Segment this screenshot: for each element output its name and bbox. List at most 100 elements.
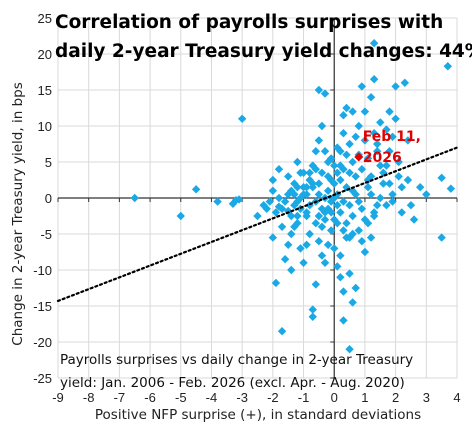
data-point bbox=[253, 211, 262, 221]
data-point bbox=[336, 208, 345, 217]
highlight-label-line2: 2026 bbox=[363, 150, 402, 166]
data-point bbox=[283, 240, 293, 249]
y-tick-label: -10 bbox=[33, 263, 52, 278]
data-point bbox=[191, 185, 201, 194]
data-point bbox=[293, 183, 302, 192]
data-point bbox=[366, 172, 376, 181]
data-point bbox=[388, 132, 397, 141]
data-point bbox=[394, 157, 403, 167]
data-point bbox=[403, 136, 413, 145]
x-tick-label: -2 bbox=[267, 390, 279, 405]
data-point bbox=[283, 172, 293, 181]
x-tick-label: 1 bbox=[361, 390, 368, 405]
x-tick-label: -8 bbox=[83, 390, 95, 405]
data-point bbox=[314, 179, 324, 188]
data-point bbox=[293, 219, 302, 228]
data-point bbox=[237, 114, 247, 123]
y-tick-label: 20 bbox=[38, 47, 52, 62]
data-point bbox=[277, 327, 287, 336]
data-point bbox=[394, 172, 403, 181]
chart-note-line2: yield: Jan. 2006 - Feb. 2026 (excl. Apr.… bbox=[60, 375, 405, 391]
data-point bbox=[290, 201, 299, 210]
data-point bbox=[391, 114, 400, 123]
data-point bbox=[130, 193, 139, 203]
y-tick-label: -5 bbox=[40, 227, 52, 242]
data-point bbox=[228, 199, 238, 208]
data-point bbox=[271, 208, 281, 217]
data-point bbox=[333, 201, 342, 210]
data-point bbox=[268, 186, 278, 195]
data-point bbox=[302, 211, 311, 221]
data-point bbox=[308, 305, 317, 314]
data-point bbox=[320, 215, 330, 224]
x-tick-label: -5 bbox=[175, 390, 187, 405]
x-tick-label: -6 bbox=[144, 390, 156, 405]
data-point bbox=[373, 139, 382, 149]
data-point bbox=[369, 211, 379, 221]
data-point bbox=[320, 89, 330, 98]
data-point bbox=[299, 168, 308, 177]
data-point bbox=[314, 136, 324, 145]
data-point bbox=[357, 237, 367, 246]
data-point bbox=[287, 211, 296, 221]
data-point bbox=[213, 197, 222, 206]
data-point bbox=[354, 121, 363, 131]
data-point bbox=[376, 118, 385, 127]
data-point bbox=[342, 219, 351, 228]
data-point bbox=[320, 208, 330, 217]
data-point bbox=[357, 204, 367, 213]
data-point bbox=[271, 278, 281, 288]
data-point bbox=[234, 195, 244, 204]
data-point bbox=[277, 204, 287, 213]
data-point bbox=[342, 150, 351, 159]
data-point bbox=[348, 298, 357, 307]
data-point bbox=[323, 186, 333, 195]
data-point bbox=[339, 197, 348, 206]
data-point bbox=[437, 233, 446, 242]
data-point bbox=[385, 147, 394, 156]
data-point bbox=[311, 219, 321, 228]
data-point bbox=[265, 197, 274, 206]
data-point bbox=[268, 233, 278, 242]
data-point bbox=[382, 161, 391, 170]
data-point bbox=[360, 107, 370, 116]
data-point bbox=[363, 154, 373, 163]
data-point bbox=[326, 208, 336, 217]
data-point bbox=[290, 190, 299, 199]
data-point bbox=[176, 211, 185, 221]
data-point bbox=[443, 62, 452, 71]
highlight-point bbox=[354, 152, 364, 162]
data-point bbox=[342, 103, 351, 113]
y-tick-label: 10 bbox=[38, 119, 52, 134]
data-point bbox=[330, 193, 339, 203]
data-point bbox=[382, 201, 391, 210]
data-point bbox=[397, 208, 406, 217]
x-tick-label: 2 bbox=[392, 390, 399, 405]
data-point bbox=[302, 240, 311, 249]
data-point bbox=[363, 183, 373, 192]
data-point bbox=[348, 107, 357, 116]
x-tick-label: -3 bbox=[236, 390, 248, 405]
data-point bbox=[333, 168, 342, 177]
data-point bbox=[317, 251, 327, 260]
highlight-label-line1: Feb 11, bbox=[363, 129, 421, 145]
data-point bbox=[357, 165, 367, 174]
data-point bbox=[326, 175, 336, 185]
data-point bbox=[274, 165, 284, 174]
data-point bbox=[385, 179, 394, 188]
data-point bbox=[391, 82, 400, 91]
data-point bbox=[305, 168, 314, 177]
data-point bbox=[317, 222, 327, 231]
chart-title-line1: Correlation of payrolls surprises with bbox=[55, 12, 443, 33]
data-point bbox=[369, 129, 379, 138]
data-point bbox=[351, 172, 360, 181]
data-point bbox=[373, 201, 382, 210]
data-point bbox=[333, 262, 342, 271]
data-point bbox=[437, 173, 446, 183]
data-point bbox=[308, 179, 317, 188]
data-point bbox=[388, 197, 397, 206]
data-point bbox=[296, 193, 305, 203]
data-point bbox=[345, 168, 354, 177]
data-point bbox=[333, 219, 342, 228]
data-point bbox=[360, 247, 370, 257]
